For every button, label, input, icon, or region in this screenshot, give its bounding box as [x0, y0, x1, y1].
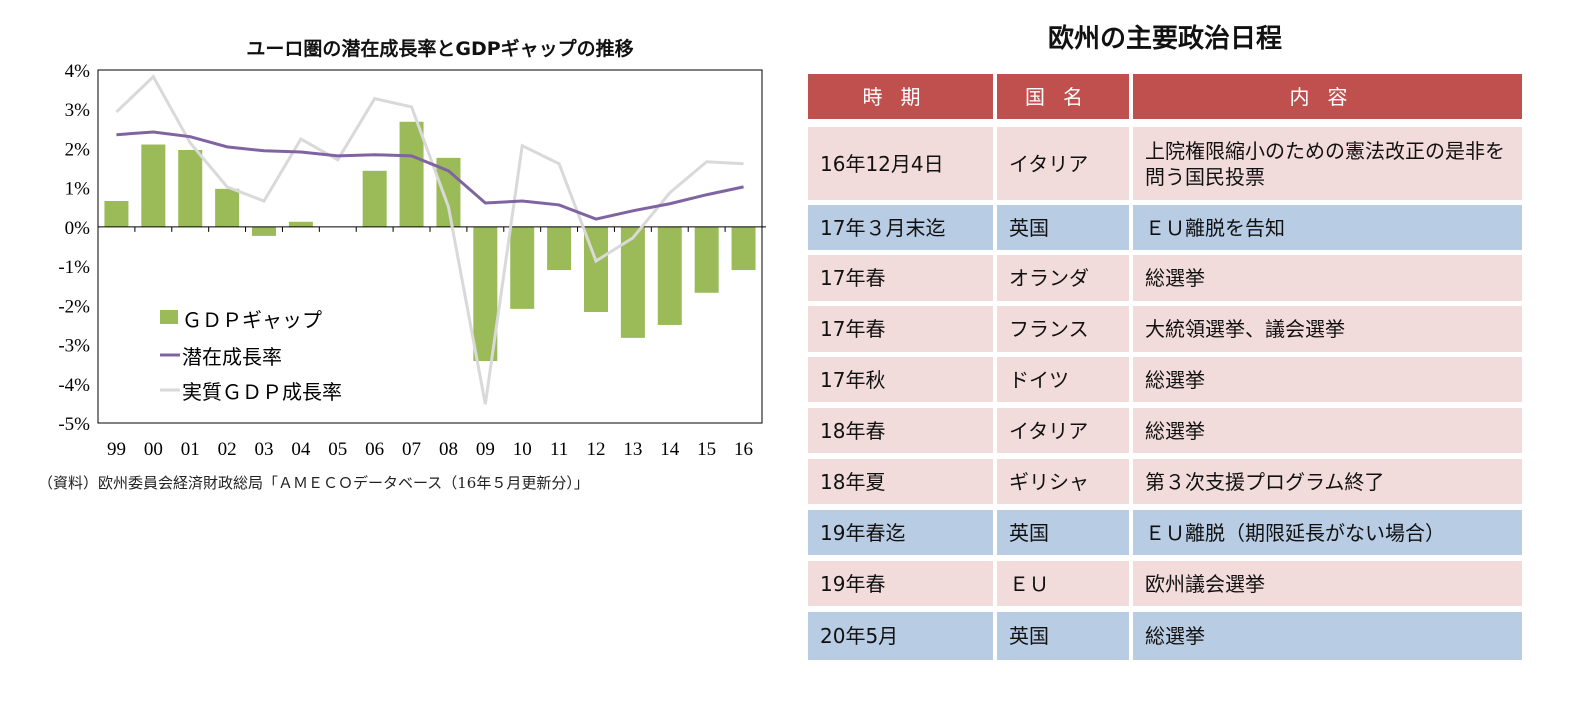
x-tick-label: 14: [660, 439, 680, 460]
chart-title: ユーロ圏の潜在成長率とGDPギャップの推移: [246, 38, 634, 60]
table-row: 20年5月 英国 総選挙: [808, 612, 1522, 660]
table-row: 18年春 イタリア 総選挙: [808, 408, 1522, 453]
x-tick-label: 12: [587, 439, 606, 460]
table-cell: 第３次支援プログラム終了: [1133, 459, 1522, 504]
y-tick-label: -4%: [58, 375, 90, 396]
bar-gdp-gap: [399, 121, 424, 227]
y-tick-label: -1%: [58, 257, 90, 278]
bar-gdp-gap: [731, 226, 756, 271]
x-tick-label: 03: [255, 439, 274, 460]
bar-gdp-gap: [547, 226, 572, 271]
bar-gdp-gap: [657, 226, 682, 325]
bar-gdp-gap: [178, 150, 203, 227]
table-cell: 大統領選挙、議会選挙: [1133, 306, 1522, 352]
table-row: 19年春 ＥＵ 欧州議会選挙: [808, 561, 1522, 606]
table-cell: 19年春: [808, 561, 993, 606]
y-tick-label: 0%: [65, 218, 91, 239]
line-potential-growth: [116, 130, 744, 221]
table-cell: 英国: [997, 510, 1129, 555]
x-tick-label: 15: [697, 439, 716, 460]
bar-gdp-gap: [215, 188, 240, 227]
table-cell: 総選挙: [1133, 357, 1522, 402]
header-cell: 内容: [1133, 74, 1522, 119]
x-tick-label: 02: [218, 439, 237, 460]
table-cell: 16年12月4日: [808, 127, 993, 200]
table-row: 17年春 フランス 大統領選挙、議会選挙: [808, 306, 1522, 352]
header-cell: 時期: [808, 74, 993, 119]
plot-area: [97, 69, 763, 424]
y-tick-label: 2%: [65, 139, 91, 160]
legend-swatch-gdp-gap: [160, 310, 178, 324]
table-cell: イタリア: [997, 408, 1129, 453]
table-cell: 総選挙: [1133, 255, 1522, 301]
x-tick-label: 13: [623, 439, 642, 460]
y-tick-label: 1%: [65, 179, 91, 200]
x-tick-label: 11: [550, 439, 568, 460]
bar-gdp-gap: [362, 170, 387, 227]
y-tick-label: 3%: [65, 100, 91, 121]
table-row: 17年春 オランダ 総選挙: [808, 255, 1522, 301]
x-tick-label: 01: [181, 439, 200, 460]
table-cell: 英国: [997, 612, 1129, 660]
chart: 4% 3% 2% 1% 0% -1% -2% -3% -4% -5% 99 00 01 02 03 04 05 0…: [58, 61, 766, 460]
table-cell: ＥＵ離脱を告知: [1133, 205, 1522, 250]
bar-gdp-gap: [694, 226, 719, 293]
table-cell: 18年春: [808, 408, 993, 453]
x-tick-label: 06: [365, 439, 384, 460]
table-cell: ＥＵ: [997, 561, 1129, 606]
table-title: 欧州の主要政治日程: [1047, 24, 1282, 54]
y-tick-label: -5%: [58, 414, 90, 435]
y-tick-label: -2%: [58, 296, 90, 317]
table-cell: オランダ: [997, 255, 1129, 301]
line-real-gdp-growth: [115, 74, 744, 405]
x-tick-label: 08: [439, 439, 458, 460]
table-cell: イタリア: [997, 127, 1129, 200]
bar-gdp-gap: [252, 226, 276, 236]
x-tick-label: 00: [144, 439, 163, 460]
table-cell: 19年春迄: [808, 510, 993, 555]
table-row: 17年３月末迄 英国 ＥＵ離脱を告知: [808, 205, 1522, 250]
bar-gdp-gap: [288, 221, 313, 227]
table-header: 時期 国名 内容: [808, 74, 1522, 119]
x-tick-label: 10: [513, 439, 532, 460]
x-tick-label: 04: [291, 439, 311, 460]
header-cell: 国名: [997, 74, 1129, 119]
table-cell: フランス: [997, 306, 1129, 352]
table-row: 16年12月4日 イタリア 上院権限縮小のための憲法改正の是非を問う国民投票: [808, 127, 1522, 200]
bar-gdp-gap: [620, 226, 645, 338]
table-row: 17年秋 ドイツ 総選挙: [808, 357, 1522, 402]
table-cell: 17年春: [808, 255, 993, 301]
x-tick-label: 99: [107, 439, 126, 460]
table-cell: 英国: [997, 205, 1129, 250]
x-tick-label: 16: [734, 439, 753, 460]
legend-label: 潜在成長率: [182, 345, 282, 369]
table-cell: 総選挙: [1133, 408, 1522, 453]
table-row: 19年春迄 英国 ＥＵ離脱（期限延長がない場合）: [808, 510, 1522, 555]
table-cell: 17年秋: [808, 357, 993, 402]
table-cell: 欧州議会選挙: [1133, 561, 1522, 606]
y-tick-label: -3%: [58, 336, 90, 357]
table-cell: 17年３月末迄: [808, 205, 993, 250]
table-cell: 20年5月: [808, 612, 993, 660]
table-cell: 17年春: [808, 306, 993, 352]
chart-source: （資料）欧州委員会経済財政総局「ＡＭＥＣＯデータベース（16年５月更新分）」: [38, 474, 589, 492]
table-row: 18年夏 ギリシャ 第３次支援プログラム終了: [808, 459, 1522, 504]
table-cell: 総選挙: [1133, 612, 1522, 660]
y-tick-label: 4%: [65, 61, 91, 82]
bar-gdp-gap: [141, 144, 166, 227]
table-cell: 上院権限縮小のための憲法改正の是非を問う国民投票: [1133, 127, 1522, 200]
bar-gdp-gap: [104, 201, 129, 227]
table-cell: ＥＵ離脱（期限延長がない場合）: [1133, 510, 1522, 555]
x-tick-label: 09: [476, 439, 495, 460]
legend-label: 実質ＧＤＰ成長率: [182, 380, 342, 404]
table-cell: 18年夏: [808, 459, 993, 504]
table-cell: ドイツ: [997, 357, 1129, 402]
x-tick-label: 07: [402, 439, 421, 460]
table-cell: ギリシャ: [997, 459, 1129, 504]
x-tick-label: 05: [328, 439, 347, 460]
legend-label: ＧＤＰギャップ: [182, 308, 322, 332]
bar-gdp-gap: [510, 226, 535, 309]
